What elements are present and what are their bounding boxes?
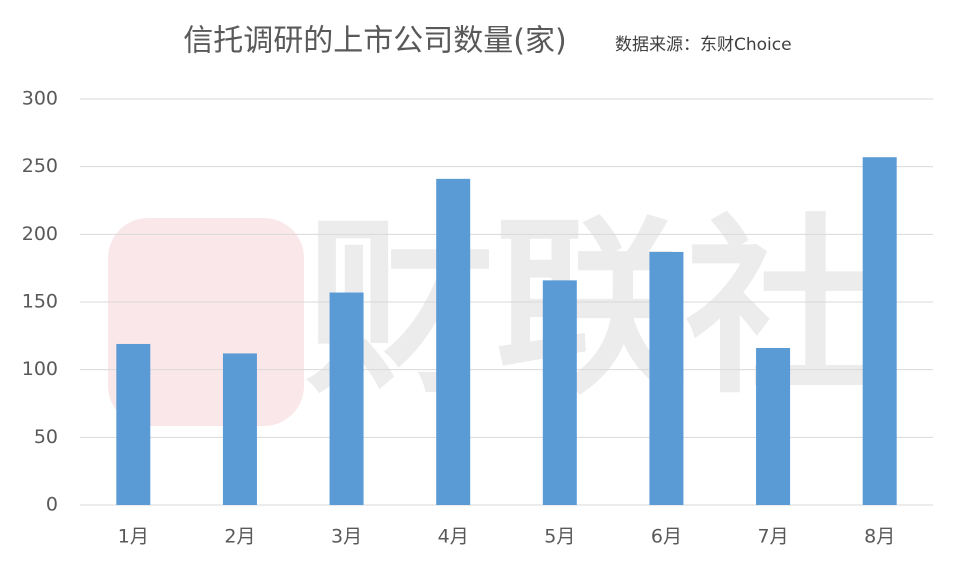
bar bbox=[222, 353, 257, 505]
bar bbox=[862, 157, 897, 505]
bar bbox=[436, 178, 471, 505]
y-tick-label: 100 bbox=[22, 358, 58, 380]
y-tick-label: 150 bbox=[22, 291, 58, 313]
x-tick-label: 6月 bbox=[651, 526, 682, 548]
x-tick-label: 8月 bbox=[864, 526, 895, 548]
x-tick-label: 2月 bbox=[224, 526, 255, 548]
bar bbox=[649, 251, 684, 505]
x-tick-label: 3月 bbox=[331, 526, 362, 548]
bar bbox=[116, 343, 151, 505]
bar bbox=[329, 292, 364, 505]
chart-title: 信托调研的上市公司数量(家) bbox=[183, 24, 566, 59]
x-tick-label: 7月 bbox=[758, 526, 789, 548]
bar bbox=[542, 280, 577, 505]
y-tick-label: 200 bbox=[22, 223, 58, 245]
x-tick-label: 5月 bbox=[544, 526, 575, 548]
bar bbox=[756, 348, 791, 505]
y-tick-label: 50 bbox=[34, 426, 58, 448]
chart-subtitle: 数据来源：东财Choice bbox=[615, 35, 792, 55]
y-tick-label: 0 bbox=[46, 494, 58, 516]
x-tick-label: 4月 bbox=[438, 526, 469, 548]
y-tick-label: 250 bbox=[22, 155, 58, 177]
x-tick-label: 1月 bbox=[118, 526, 149, 548]
y-tick-label: 300 bbox=[22, 88, 58, 110]
